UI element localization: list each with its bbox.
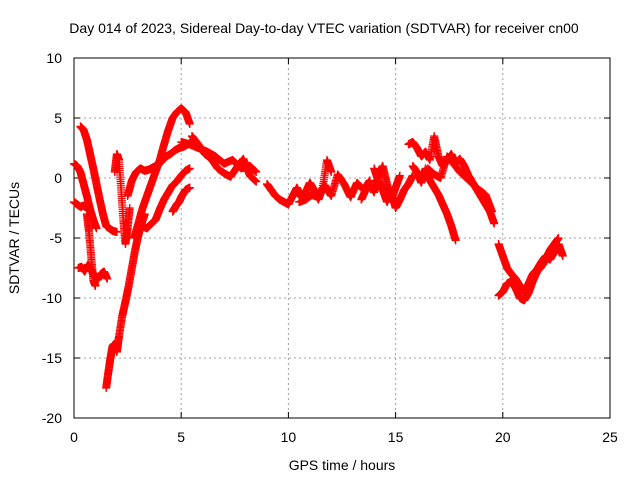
data-point [554, 234, 563, 242]
series-track-j [138, 164, 194, 233]
data-series [70, 104, 567, 392]
x-tick-labels: 0 5 10 15 20 25 [70, 429, 618, 445]
data-point [185, 183, 194, 192]
series-track-q [370, 164, 417, 212]
y-tick-label: -20 [42, 410, 62, 426]
data-point [185, 164, 194, 173]
data-point [490, 219, 499, 228]
series-track-i [130, 104, 194, 242]
series-track-d [70, 198, 91, 212]
data-point [185, 120, 194, 128]
chart-title: Day 014 of 2023, Sidereal Day-to-day VTE… [69, 20, 579, 36]
data-point [103, 274, 112, 283]
y-axis-label: SDTVAR / TECUs [6, 182, 22, 294]
series-track-g [110, 150, 134, 248]
data-point [125, 204, 134, 212]
y-tick-label: -15 [42, 350, 62, 366]
x-axis-label: GPS time / hours [289, 457, 396, 473]
series-track-o [295, 170, 374, 206]
series-track-b [76, 122, 121, 236]
series-track-m [187, 132, 261, 186]
series-track-k [168, 183, 194, 216]
data-point [451, 236, 460, 245]
data-point [558, 252, 567, 260]
y-tick-label: 10 [46, 50, 62, 66]
data-point [92, 224, 101, 233]
y-tick-label: 5 [54, 110, 62, 126]
series-track-v [494, 234, 563, 305]
x-tick-label: 10 [281, 429, 297, 445]
data-point [395, 171, 404, 180]
x-tick-label: 20 [495, 429, 511, 445]
x-tick-label: 0 [70, 429, 78, 445]
x-tick-label: 15 [388, 429, 404, 445]
y-tick-labels: -20 -15 -10 -5 0 5 10 [42, 50, 62, 426]
series-track-s [408, 162, 460, 245]
x-tick-label: 5 [177, 429, 185, 445]
data-point [91, 282, 100, 290]
data-point [488, 207, 497, 216]
series-track-e [82, 210, 100, 290]
y-tick-label: 0 [54, 170, 62, 186]
x-tick-label: 25 [602, 429, 618, 445]
data-point [327, 168, 336, 176]
axis-ticks [73, 57, 611, 419]
data-point [252, 177, 261, 186]
y-tick-label: -10 [42, 290, 62, 306]
data-point [252, 168, 261, 176]
y-tick-label: -5 [50, 230, 63, 246]
data-point [112, 228, 121, 236]
series-track-t [423, 152, 497, 216]
grid-lines [74, 58, 610, 418]
